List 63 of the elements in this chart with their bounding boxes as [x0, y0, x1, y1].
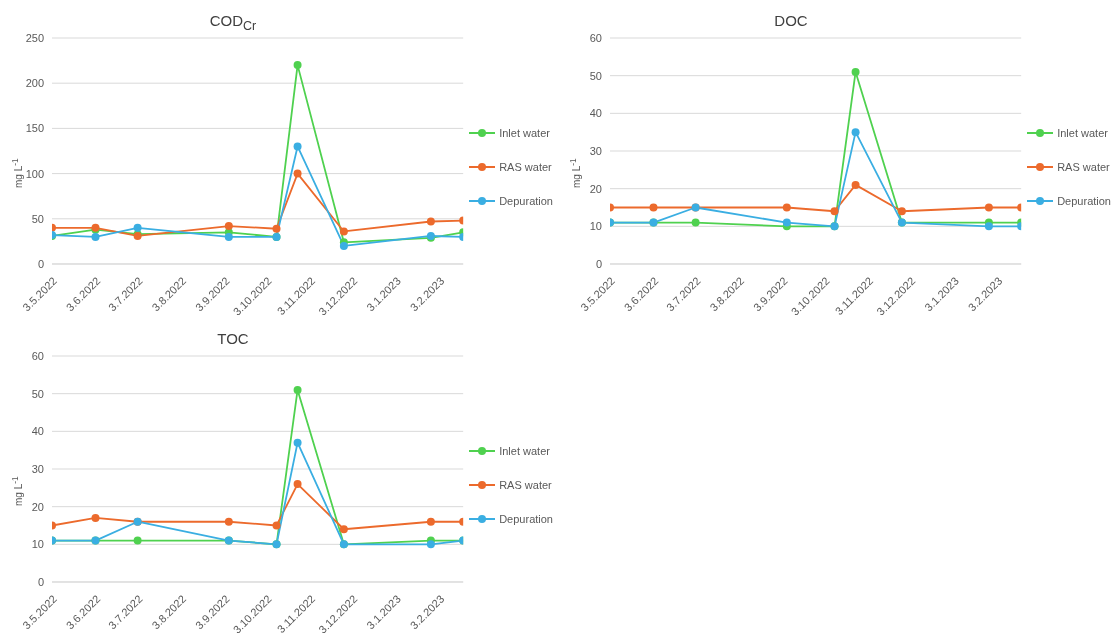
point: [851, 67, 860, 76]
point: [691, 218, 700, 227]
y-tick-label: 30: [31, 462, 44, 475]
y-tick-label: 200: [25, 77, 44, 90]
y-tick-label: 50: [31, 387, 44, 400]
point: [782, 203, 791, 212]
point: [293, 438, 302, 447]
y-tick-label: 60: [31, 349, 44, 362]
point: [649, 203, 658, 212]
point: [426, 540, 435, 549]
point: [133, 223, 142, 232]
point: [782, 218, 791, 227]
point: [339, 525, 348, 534]
y-tick-label: 30: [589, 144, 602, 157]
y-tick-label: 20: [31, 500, 44, 513]
point: [293, 385, 302, 394]
legend-label: Inlet water: [1057, 126, 1108, 141]
point: [272, 224, 281, 233]
y-tick-label: 10: [31, 538, 44, 551]
legend-label: Depuration: [499, 512, 553, 527]
point: [293, 61, 302, 70]
y-tick-label: 40: [589, 107, 602, 120]
y-tick-label: 50: [589, 69, 602, 82]
legend-label: RAS water: [499, 478, 552, 493]
legend-label: RAS water: [499, 160, 552, 175]
point: [293, 169, 302, 178]
point: [426, 217, 435, 226]
legend-label: Depuration: [1057, 194, 1111, 209]
y-tick-label: 0: [37, 257, 44, 270]
legend-label: Inlet water: [499, 444, 550, 459]
point: [851, 180, 860, 189]
y-tick-label: 0: [595, 257, 602, 270]
y-tick-label: 50: [31, 212, 44, 225]
legend-label: Depuration: [499, 194, 553, 209]
point: [984, 222, 993, 231]
y-tick-label: 250: [25, 31, 44, 44]
point: [91, 513, 100, 522]
y-tick-label: 60: [589, 31, 602, 44]
chart-title: DOC: [773, 12, 809, 29]
y-tick-label: 20: [589, 182, 602, 195]
legend-label: RAS water: [1057, 160, 1110, 175]
y-tick-label: 150: [25, 122, 44, 135]
point: [339, 227, 348, 236]
y-tick-label: 0: [37, 575, 44, 588]
point: [293, 142, 302, 151]
point: [984, 203, 993, 212]
y-tick-label: 100: [25, 167, 44, 180]
point: [897, 207, 906, 216]
point: [224, 517, 233, 526]
point: [133, 536, 142, 545]
y-tick-label: 40: [31, 425, 44, 438]
point: [272, 521, 281, 530]
point: [224, 222, 233, 231]
point: [851, 128, 860, 137]
legend-label: Inlet water: [499, 126, 550, 141]
chart-title: TOC: [216, 330, 250, 347]
point: [426, 517, 435, 526]
point: [830, 207, 839, 216]
chart-title: COD$_{Cr}$: [208, 12, 258, 33]
point: [91, 232, 100, 241]
point: [224, 232, 233, 241]
point: [293, 480, 302, 489]
y-tick-label: 10: [589, 220, 602, 233]
